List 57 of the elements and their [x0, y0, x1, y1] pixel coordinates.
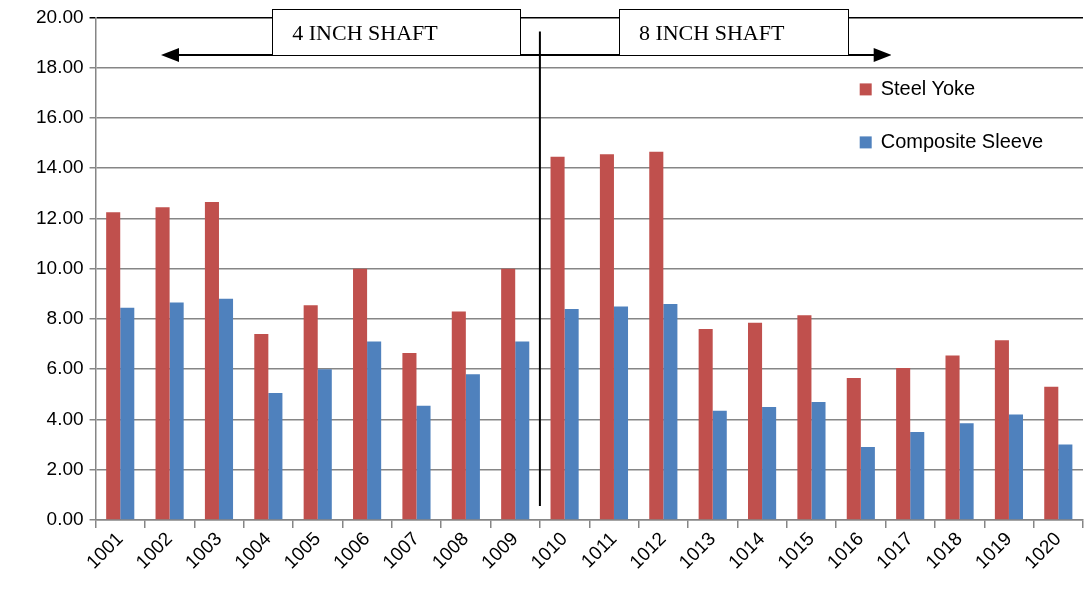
annotation: 4 INCH SHAFT	[292, 20, 438, 45]
y-tick-label: 16.00	[36, 106, 84, 128]
bar	[303, 305, 318, 520]
bar	[762, 406, 777, 520]
bar	[1058, 444, 1073, 520]
bar	[860, 447, 875, 520]
bar	[465, 374, 480, 520]
bar	[599, 154, 614, 520]
bar	[896, 367, 911, 520]
legend-label: Steel Yoke	[880, 76, 976, 99]
bar	[1008, 414, 1024, 520]
y-tick-label: 10.00	[36, 256, 84, 278]
bar	[797, 315, 812, 520]
y-tick-label: 4.00	[46, 407, 84, 429]
bar	[748, 322, 763, 520]
bar	[317, 369, 332, 520]
bar	[416, 405, 431, 520]
bar	[254, 334, 269, 520]
bar	[218, 298, 234, 520]
y-tick-label: 2.00	[46, 457, 84, 479]
bar	[204, 202, 219, 520]
bar	[564, 308, 579, 520]
bar	[613, 306, 629, 520]
y-tick-label: 18.00	[36, 55, 84, 77]
bar	[353, 268, 368, 520]
bar	[120, 307, 135, 520]
bar	[451, 311, 466, 520]
bar	[169, 302, 184, 520]
bar	[550, 156, 565, 520]
y-tick-label: 14.00	[36, 156, 84, 178]
y-tick-label: 20.00	[36, 5, 84, 27]
bar	[402, 352, 417, 520]
legend-label: Composite Sleeve	[880, 129, 1044, 152]
y-tick-label: 6.00	[46, 357, 84, 379]
bar	[649, 151, 664, 520]
bar	[106, 212, 121, 520]
bar	[1044, 386, 1059, 520]
bar	[698, 329, 713, 520]
annotation: 8 INCH SHAFT	[638, 20, 785, 45]
y-tick-label: 8.00	[46, 307, 84, 329]
y-tick-label: 0.00	[46, 508, 84, 530]
bar	[945, 355, 960, 520]
bar	[846, 378, 861, 520]
bar	[712, 410, 727, 520]
text-frame: 4 INCH SHAFT	[272, 9, 522, 56]
bar	[811, 401, 826, 520]
bar	[515, 341, 530, 520]
bar	[367, 341, 382, 520]
bar	[155, 207, 170, 520]
bar	[268, 393, 283, 520]
bar	[910, 432, 925, 520]
bar	[501, 268, 516, 520]
bar	[994, 340, 1009, 520]
y-tick-label: 12.00	[36, 206, 84, 228]
bar	[663, 303, 678, 520]
text-frame: 8 INCH SHAFT	[618, 9, 849, 56]
bar	[959, 423, 974, 520]
